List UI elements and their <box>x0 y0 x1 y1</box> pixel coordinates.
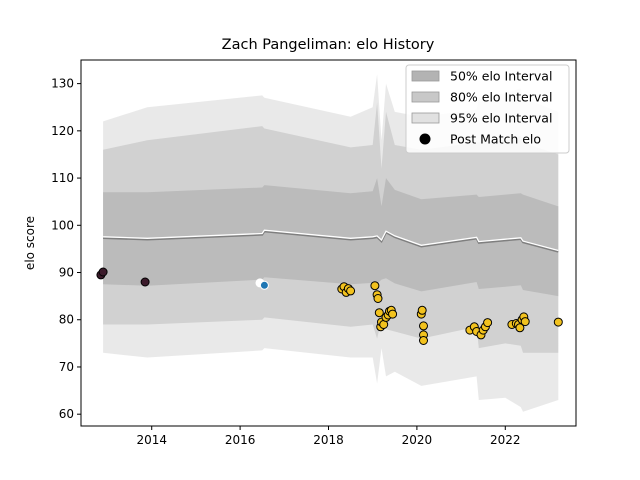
data-point <box>98 267 108 277</box>
y-tick-label: 80 <box>59 313 74 327</box>
data-point <box>346 286 356 296</box>
y-tick-label: 120 <box>51 124 74 138</box>
x-axis: 2014 2016 2018 2020 2022 <box>136 426 521 447</box>
y-axis-label: elo score <box>23 216 37 270</box>
data-point <box>515 323 525 333</box>
y-tick-label: 60 <box>59 407 74 421</box>
legend-swatch <box>411 91 440 103</box>
data-point <box>417 305 427 315</box>
x-tick-label: 2022 <box>490 433 521 447</box>
y-tick-label: 110 <box>51 171 74 185</box>
legend-box <box>405 64 570 154</box>
data-point <box>259 280 269 290</box>
data-point <box>373 294 383 303</box>
y-tick-label: 130 <box>51 77 74 91</box>
mean-elo-highlight <box>103 229 559 252</box>
data-point <box>483 318 493 328</box>
data-point <box>520 317 530 327</box>
legend-marker <box>419 133 431 145</box>
legend: 50% elo Interval 80% elo Interval 95% elo … <box>405 64 570 154</box>
data-point <box>388 309 398 319</box>
data-point <box>553 317 563 327</box>
data-point <box>419 321 428 331</box>
x-tick-label: 2020 <box>402 433 433 447</box>
y-tick-label: 90 <box>59 266 74 280</box>
plot-area <box>80 59 577 427</box>
legend-swatch <box>411 70 440 82</box>
interval-bands <box>103 74 559 412</box>
post-match-points <box>96 267 563 345</box>
y-axis: 60 70 80 90 100 110 120 130 <box>51 77 81 421</box>
y-tick-label: 100 <box>51 218 74 232</box>
x-tick-label: 2016 <box>225 433 256 447</box>
legend-label: 95% elo Interval <box>450 111 552 126</box>
data-point <box>419 336 428 345</box>
y-tick-label: 70 <box>59 360 74 374</box>
x-tick-label: 2014 <box>136 433 167 447</box>
data-point <box>140 277 150 287</box>
legend-label: 50% elo Interval <box>450 69 552 84</box>
x-tick-label: 2018 <box>313 433 344 447</box>
data-point <box>374 308 384 318</box>
legend-label: Post Match elo <box>450 132 541 147</box>
legend-label: 80% elo Interval <box>450 90 552 105</box>
data-point <box>370 281 380 291</box>
legend-swatch <box>411 112 440 124</box>
mean-elo-lines <box>103 229 559 253</box>
chart-title: Zach Pangeliman: elo History <box>222 37 435 53</box>
